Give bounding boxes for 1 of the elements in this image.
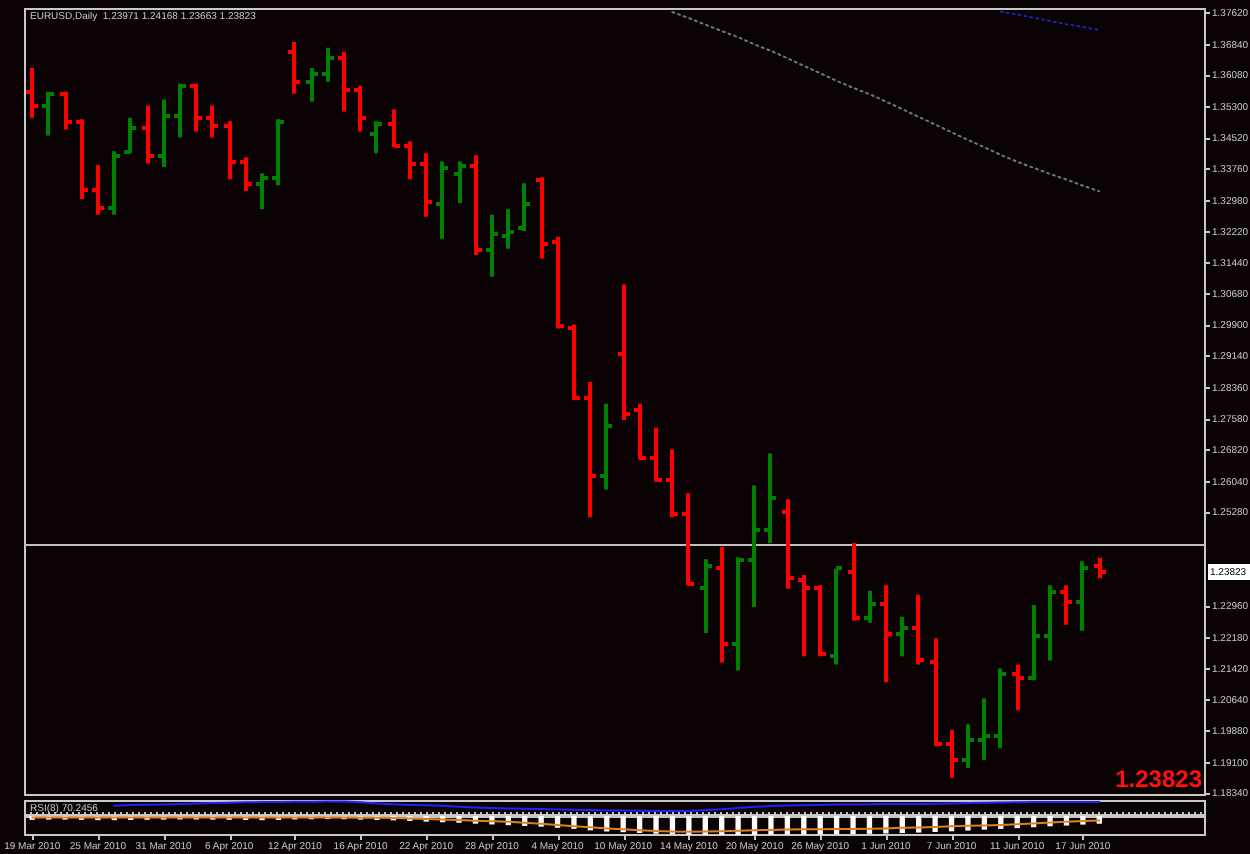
annotation: 1.23823 — [1115, 764, 1203, 793]
